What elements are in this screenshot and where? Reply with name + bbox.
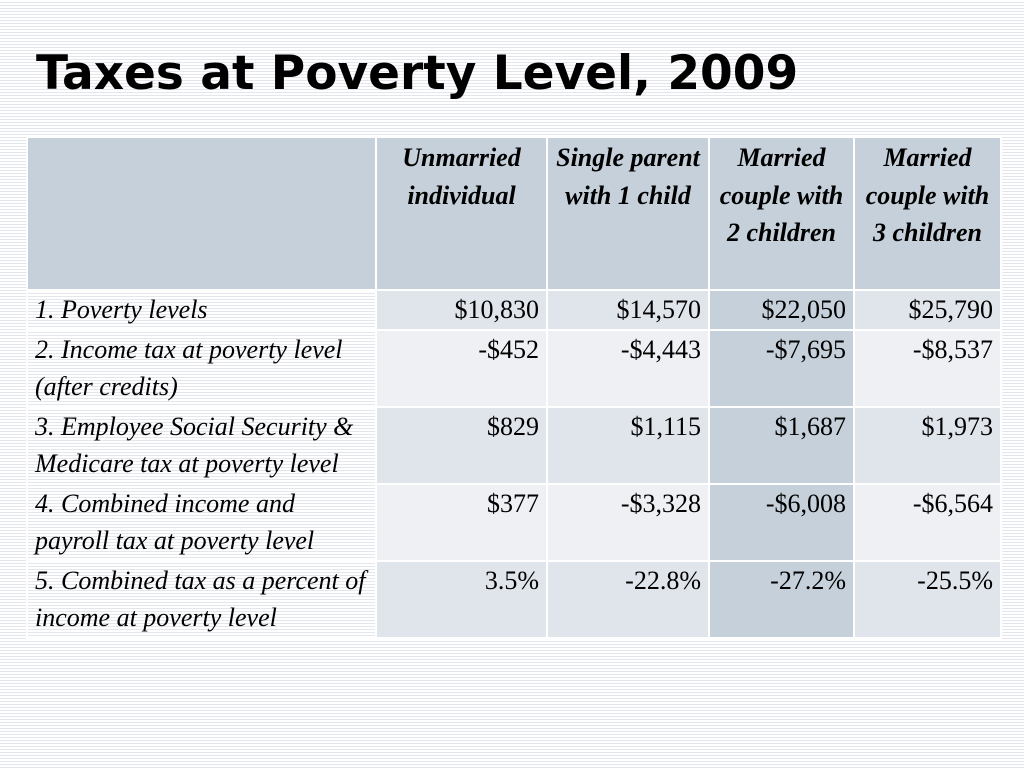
table-row: 1. Poverty levels $10,830 $14,570 $22,05…	[26, 289, 1002, 331]
table-row: 2. Income tax at poverty level (after cr…	[26, 328, 1002, 408]
table-cell: -$4,443	[546, 328, 710, 408]
header-cell-single-parent-1-child: Single parent with 1 child	[546, 136, 710, 291]
table-cell: $1,687	[708, 405, 855, 485]
table-row: 3. Employee Social Security & Medicare t…	[26, 405, 1002, 485]
table-cell: $10,830	[375, 289, 548, 331]
table-cell: $22,050	[708, 289, 855, 331]
table-cell: $829	[375, 405, 548, 485]
table-cell: $377	[375, 482, 548, 562]
table-cell: -$7,695	[708, 328, 855, 408]
row-label: 2. Income tax at poverty level (after cr…	[26, 328, 377, 408]
table-cell: -25.5%	[853, 559, 1002, 639]
tax-table: Unmarried individual Single parent with …	[26, 136, 1002, 639]
table-cell: -22.8%	[546, 559, 710, 639]
table-cell: -$6,564	[853, 482, 1002, 562]
header-cell-married-2-children: Married couple with 2 children	[708, 136, 855, 291]
header-cell-blank	[26, 136, 377, 291]
header-cell-married-3-children: Married couple with 3 children	[853, 136, 1002, 291]
slide-title: Taxes at Poverty Level, 2009	[36, 46, 799, 101]
table-row: 4. Combined income and payroll tax at po…	[26, 482, 1002, 562]
header-cell-unmarried-individual: Unmarried individual	[375, 136, 548, 291]
table-cell: $14,570	[546, 289, 710, 331]
table-cell: -$8,537	[853, 328, 1002, 408]
table-cell: $1,973	[853, 405, 1002, 485]
row-label: 1. Poverty levels	[26, 289, 377, 331]
table-header-row: Unmarried individual Single parent with …	[26, 136, 1002, 291]
table-cell: 3.5%	[375, 559, 548, 639]
table-cell: -$3,328	[546, 482, 710, 562]
table-cell: -27.2%	[708, 559, 855, 639]
table-cell: -$6,008	[708, 482, 855, 562]
table-cell: $25,790	[853, 289, 1002, 331]
table-cell: -$452	[375, 328, 548, 408]
row-label: 5. Combined tax as a percent of income a…	[26, 559, 377, 639]
table-row: 5. Combined tax as a percent of income a…	[26, 559, 1002, 639]
row-label: 3. Employee Social Security & Medicare t…	[26, 405, 377, 485]
row-label: 4. Combined income and payroll tax at po…	[26, 482, 377, 562]
table-cell: $1,115	[546, 405, 710, 485]
